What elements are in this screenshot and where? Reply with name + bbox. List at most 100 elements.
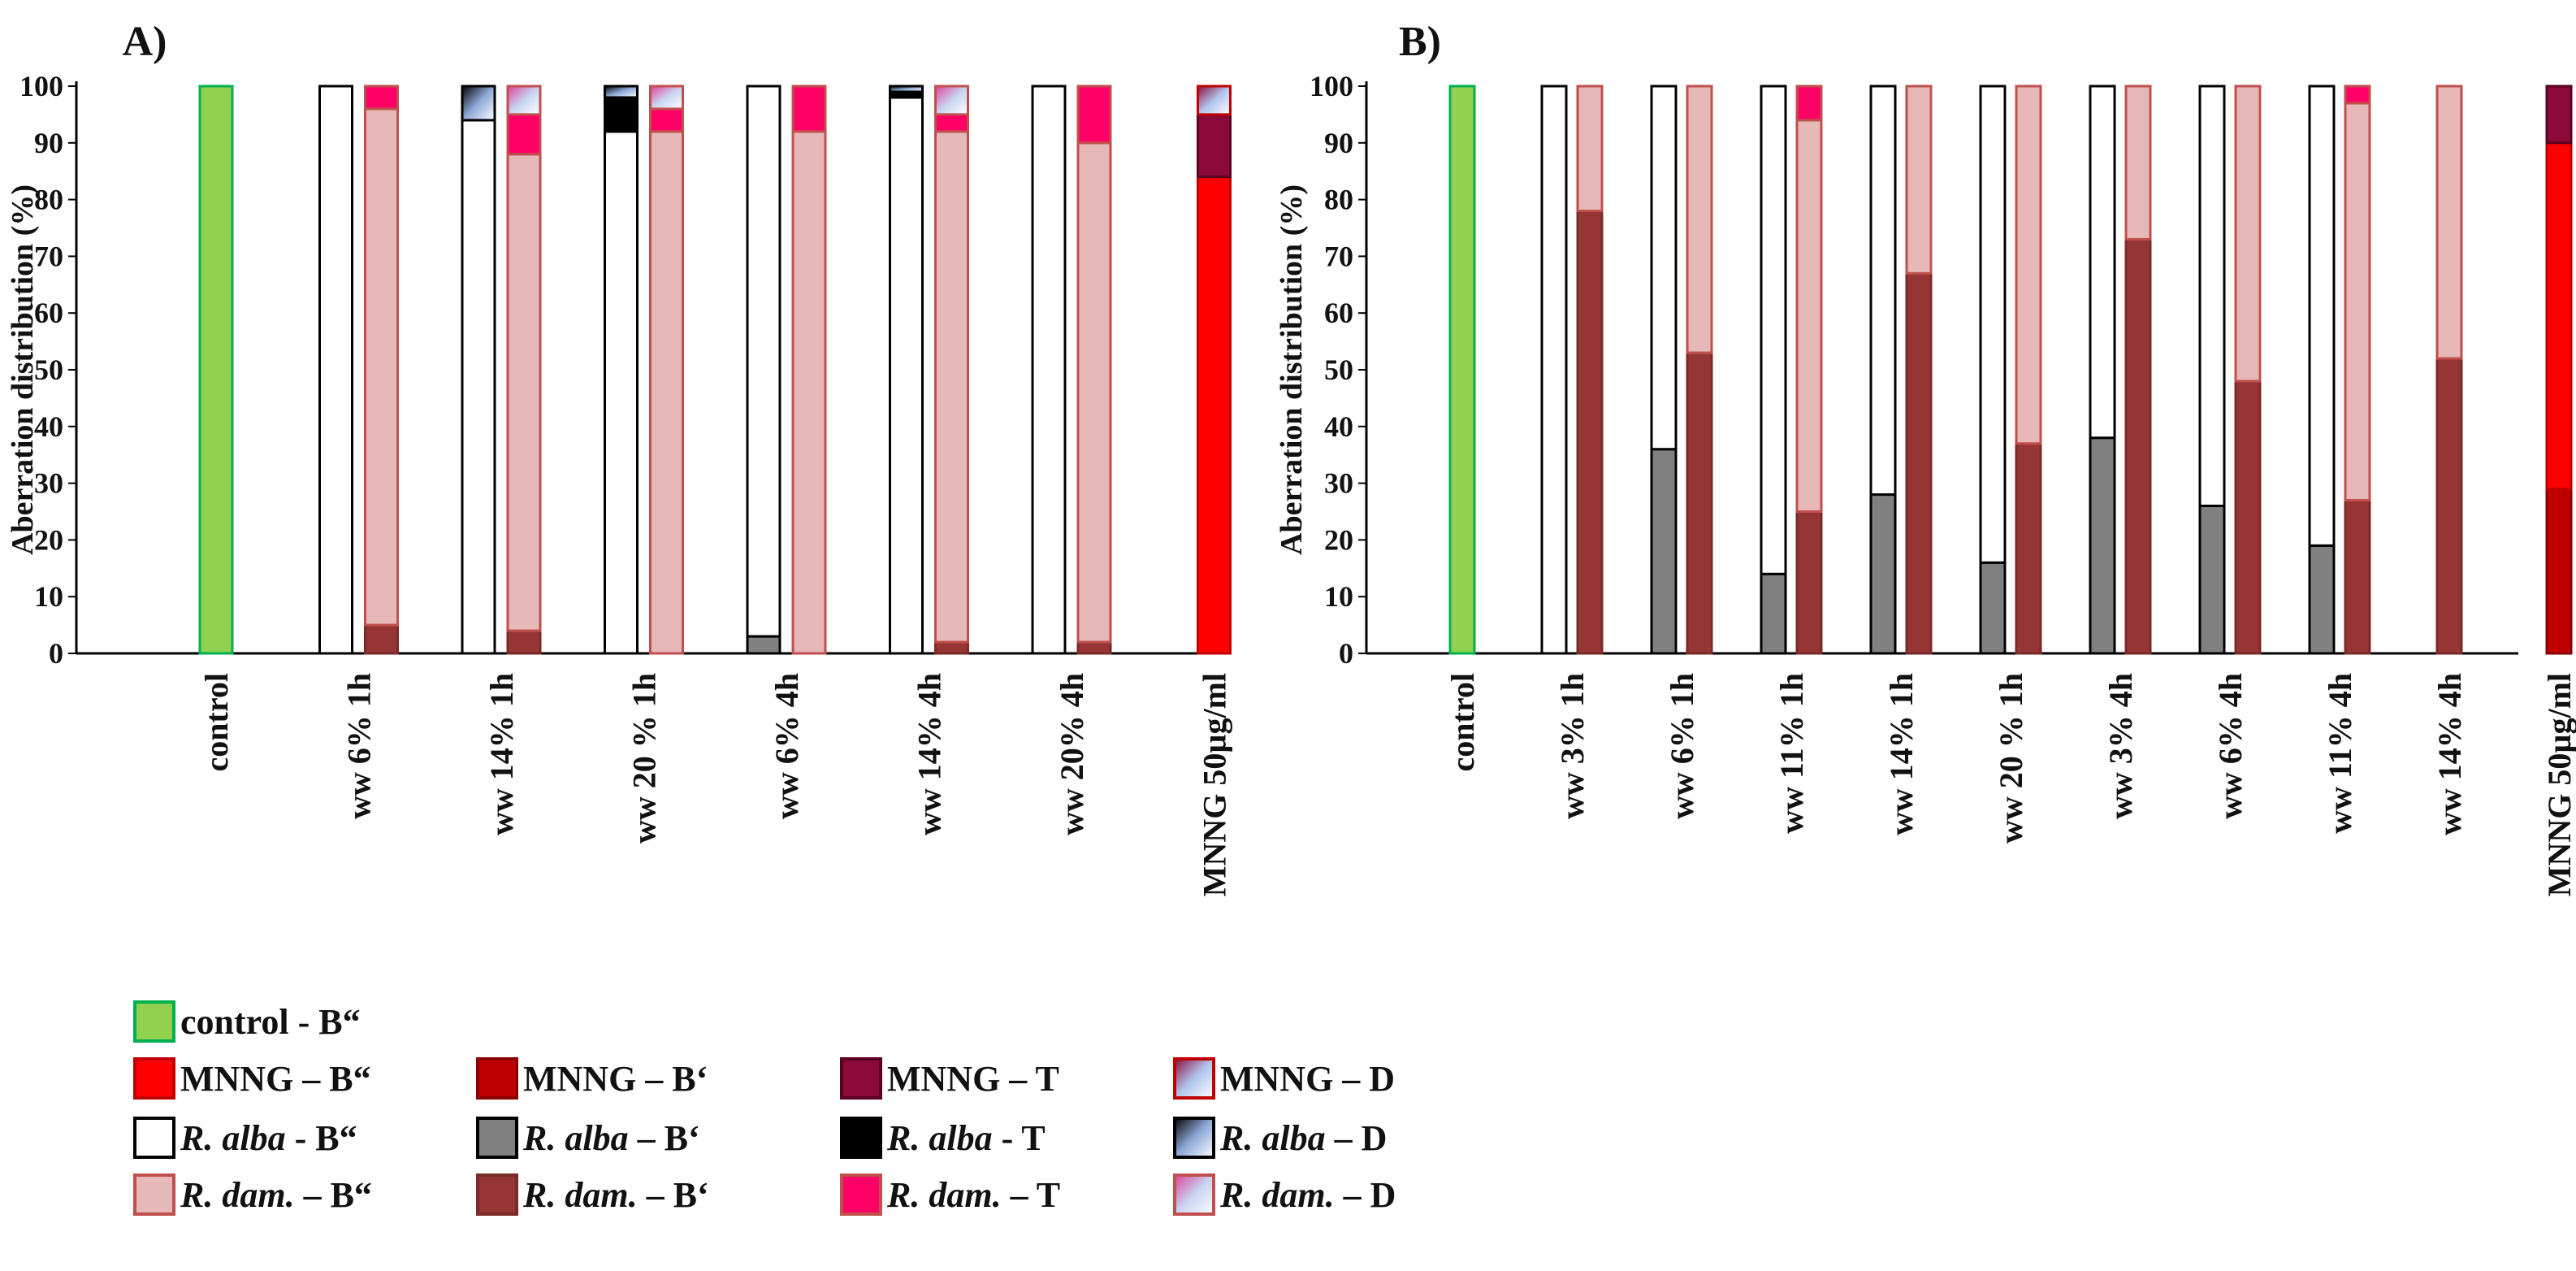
y-tick-label: 90 xyxy=(1324,127,1353,159)
panel-label: B) xyxy=(1399,19,1441,65)
bar-segment-ww-11-1h-dam-b-single xyxy=(1795,510,1823,655)
bar-segment-mnng-50-g-ml-mnng-b-double xyxy=(2545,141,2573,491)
legend-swatch-control-b xyxy=(133,1000,175,1043)
legend-label-type: MNNG – D xyxy=(1220,1059,1395,1099)
bar-segment-ww-11-4h-dam-t xyxy=(2344,85,2371,105)
bar-segment-ww-14-1h-dam-b-single xyxy=(506,629,542,655)
panel-b-chart: B) 0 10 20 30 40 50 60 70 80 90 100 Aberration distr… xyxy=(1275,19,2576,896)
y-tick-label: 30 xyxy=(1324,467,1353,500)
x-tick-label: ww 6% 4h xyxy=(2212,673,2249,819)
legend-label-type: MNNG – T xyxy=(887,1059,1059,1099)
y-tick-label: 70 xyxy=(1324,240,1353,272)
y-tick-label: 90 xyxy=(34,127,63,159)
bar-segment-ww-11-1h-alba-b-single xyxy=(1760,572,1787,655)
legend-label: MNNG – T xyxy=(887,1059,1059,1099)
legend-swatch-mnng-t xyxy=(840,1057,882,1100)
bar-segment-ww-14-1h-alba-b-double xyxy=(1869,85,1897,497)
bar-segment-mnng-50-g-ml-mnng-b-double xyxy=(1197,176,1232,655)
bar-segment-ww-14-1h-alba-b-single xyxy=(1869,493,1897,655)
x-tick-label: ww 20 % 1h xyxy=(1993,673,2029,844)
legend-label: MNNG – D xyxy=(1220,1059,1395,1099)
legend-label: R. dam. – B“ xyxy=(180,1175,372,1215)
bar-segment-ww-14-4h-alba-b-double xyxy=(889,96,924,655)
legend-label: R. alba - B“ xyxy=(180,1118,357,1158)
bar-segment-ww-3-4h-dam-b-single xyxy=(2124,237,2152,655)
panel-label: A) xyxy=(123,19,167,65)
legend-swatch-mnng-b xyxy=(133,1057,175,1100)
bar-segment-ww-6-4h-alba-b-single xyxy=(2198,505,2226,655)
bar-segment-ww-6-4h-alba-b-double xyxy=(2198,85,2226,508)
legend-label-type: – B“ xyxy=(295,1175,372,1215)
bar-segment-mnng-50-g-ml-mnng-t xyxy=(1197,113,1232,179)
bar-segment-ww-14-4h-dam-b-single xyxy=(2435,357,2463,655)
chart-legend: control - B“ MNNG – B“ MNNG – B‘ MNNG – T MN… xyxy=(133,1000,1396,1216)
bar-segment-ww-6-1h-dam-t xyxy=(364,85,399,111)
bar-segment-control-control-b-double xyxy=(1448,85,1476,655)
x-tick-label: ww 14% 4h xyxy=(2431,673,2468,835)
legend-label-species: R. alba xyxy=(180,1118,286,1158)
bar-segment-ww-11-4h-alba-b-single xyxy=(2308,544,2336,655)
y-tick-label: 50 xyxy=(1324,354,1353,386)
legend-label-species: R. dam. xyxy=(522,1175,638,1215)
legend-label: R. alba - T xyxy=(886,1118,1046,1158)
y-axis-title: Aberration distribution (%) xyxy=(6,184,40,555)
bar-segment-ww-14-1h-alba-b-double xyxy=(461,119,496,655)
y-tick-label: 20 xyxy=(34,523,63,556)
bar-segment-ww-6-1h-dam-b-single xyxy=(1686,351,1713,655)
bar-segment-ww-14-4h-alba-d xyxy=(889,85,924,93)
legend-label-species: R. dam. xyxy=(180,1175,295,1215)
bar-segment-ww-6-4h-dam-b-double xyxy=(791,130,827,655)
y-tick-label: 10 xyxy=(1324,580,1353,613)
y-tick-label: 70 xyxy=(34,240,63,272)
bar-segment-ww-6-1h-dam-b-single xyxy=(364,623,399,655)
y-tick-label: 60 xyxy=(34,297,63,329)
bar-segment-ww-6-1h-alba-b-double xyxy=(318,85,353,655)
legend-label-type: – D xyxy=(1335,1175,1396,1215)
bar-segment-ww-3-4h-alba-b-double xyxy=(2089,85,2116,440)
y-tick-label: 30 xyxy=(34,467,63,500)
x-tick-label: MNNG 50µg/ml xyxy=(1197,673,1233,896)
legend-swatch-alba-t xyxy=(840,1117,882,1159)
bar-segment-ww-20-1h-dam-b-single xyxy=(2015,442,2042,655)
bar-segment-ww-20-1h-alba-b-double xyxy=(1979,85,2007,564)
y-tick-label: 40 xyxy=(34,410,63,443)
bar-segment-mnng-50-g-ml-mnng-b-single xyxy=(2545,488,2573,655)
bar-segment-ww-20-4h-dam-t xyxy=(1076,85,1112,145)
bar-segment-ww-11-1h-dam-b-double xyxy=(1795,119,1823,513)
bar-segment-ww-6-1h-alba-b-double xyxy=(1650,85,1678,451)
bar-segment-ww-20-1h-dam-b-double xyxy=(649,130,684,655)
x-tick-label: ww 6% 1h xyxy=(1664,673,1700,819)
x-tick-label: ww 3% 1h xyxy=(1554,673,1591,819)
x-tick-label: ww 20% 4h xyxy=(1054,673,1090,835)
x-tick-label: ww 11% 4h xyxy=(2322,673,2358,834)
bar-segment-ww-3-1h-alba-b-double xyxy=(1540,85,1568,655)
legend-label-type: - B“ xyxy=(286,1118,357,1158)
legend-label-species: R. alba xyxy=(886,1118,993,1158)
bar-segment-ww-14-4h-dam-b-double xyxy=(934,130,969,644)
bar-segment-ww-3-1h-dam-b-single xyxy=(1576,210,1604,655)
legend-label: R. alba – D xyxy=(1219,1118,1387,1158)
y-axis-title: Aberration distribution (%) xyxy=(1275,184,1309,555)
x-tick-label: ww 14% 4h xyxy=(911,673,948,835)
bar-segment-mnng-50-g-ml-mnng-t xyxy=(2545,85,2573,145)
bar-segment-ww-3-4h-dam-b-double xyxy=(2124,85,2152,241)
bar-segment-ww-14-4h-dam-d xyxy=(934,85,969,116)
legend-label-type: – B‘ xyxy=(638,1175,709,1215)
legend-label-type: - T xyxy=(993,1118,1046,1158)
bar-segment-ww-11-4h-alba-b-double xyxy=(2308,85,2336,547)
bar-segment-ww-14-1h-dam-t xyxy=(506,113,542,156)
bar-segment-ww-14-4h-dam-b-single xyxy=(934,640,969,655)
legend-label-species: R. alba xyxy=(1219,1118,1326,1158)
y-tick-label: 40 xyxy=(1324,410,1353,443)
y-tick-label: 60 xyxy=(1324,297,1353,329)
y-tick-label: 10 xyxy=(34,580,63,613)
x-tick-label: ww 6% 4h xyxy=(768,673,805,819)
y-tick-label: 0 xyxy=(1339,637,1353,670)
bar-segment-ww-6-4h-dam-b-single xyxy=(2234,380,2262,655)
y-tick-label: 20 xyxy=(1324,523,1353,556)
legend-swatch-dam-t xyxy=(840,1173,882,1216)
bar-segment-control-control-b-double xyxy=(198,85,234,655)
y-tick-label: 100 xyxy=(1310,70,1353,102)
bar-segment-ww-20-1h-alba-d xyxy=(604,85,639,99)
legend-label-type: – B‘ xyxy=(629,1118,700,1158)
